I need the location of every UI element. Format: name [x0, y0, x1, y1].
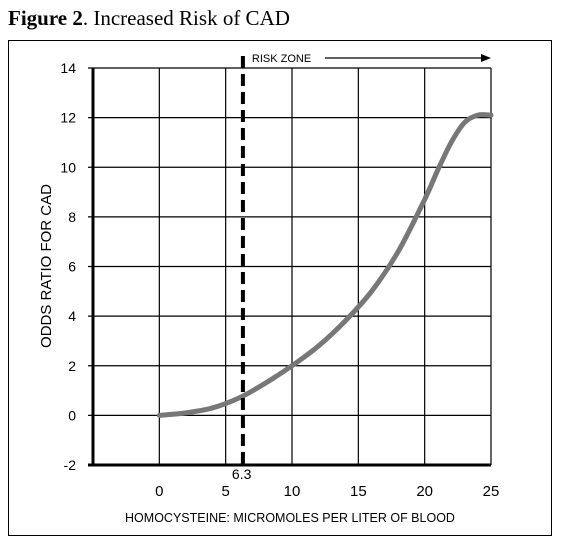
- figure-title: Figure 2. Increased Risk of CAD: [8, 6, 290, 31]
- grid-lines: [88, 67, 492, 467]
- y-tick-label: 14: [60, 60, 76, 76]
- tick-labels: -2 0 2 4 6 8 10 12 14 0 5 10 15 20 25: [60, 60, 499, 500]
- y-tick-label: 6: [68, 259, 76, 275]
- y-tick-label: 2: [68, 358, 76, 374]
- figure-frame: [8, 40, 552, 536]
- x-tick-label: 5: [221, 483, 229, 500]
- x-tick-label: 20: [416, 483, 433, 500]
- series-line: [156, 112, 494, 418]
- threshold-layer: 6.3 RISK ZONE: [232, 53, 491, 482]
- y-tick-label: -2: [64, 457, 77, 473]
- x-tick-label: 0: [155, 483, 163, 500]
- y-tick-label: 0: [68, 407, 76, 423]
- threshold-label: 6.3: [232, 466, 252, 482]
- y-tick-label: 10: [60, 159, 76, 175]
- figure-label: Figure 2: [8, 6, 83, 30]
- risk-zone-label: RISK ZONE: [252, 53, 311, 65]
- y-tick-label: 12: [60, 110, 76, 126]
- figure-title-text: . Increased Risk of CAD: [82, 6, 290, 30]
- x-axis-label: HOMOCYSTEINE: MICROMOLES PER LITER OF BL…: [125, 511, 455, 525]
- series-layer: [156, 112, 494, 418]
- y-tick-label: 8: [68, 209, 76, 225]
- x-tick-label: 10: [284, 483, 301, 500]
- y-tick-label: 4: [68, 308, 76, 324]
- risk-zone-arrow-head: [481, 54, 491, 62]
- x-tick-label: 25: [483, 483, 500, 500]
- y-axis-label: ODDS RATIO FOR CAD: [38, 184, 55, 348]
- x-tick-label: 15: [350, 483, 367, 500]
